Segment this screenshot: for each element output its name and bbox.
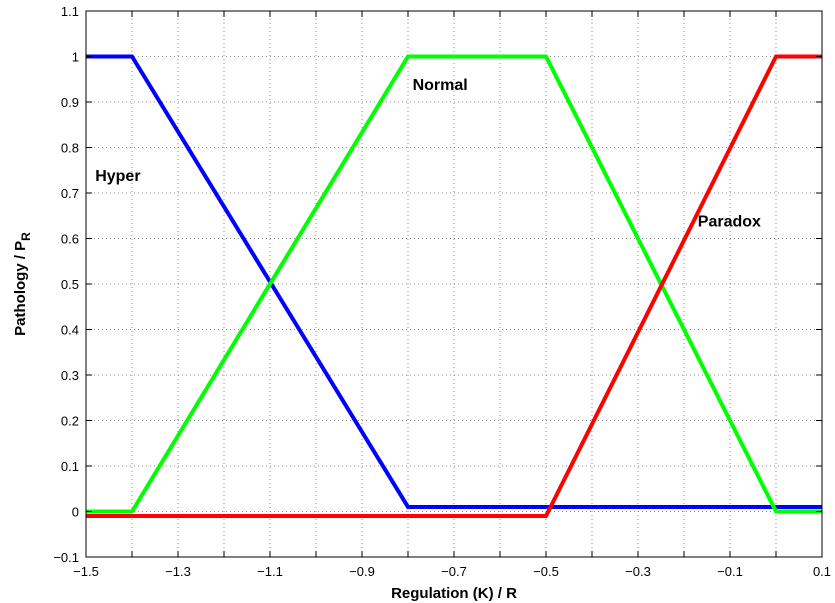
y-tick-label: 1.1: [61, 4, 79, 19]
series-lines: [86, 54, 822, 519]
x-tick-label: −1.3: [165, 564, 191, 579]
y-axis-title-main: Pathology / P: [12, 241, 29, 336]
annotation-hyper: Hyper: [95, 168, 140, 185]
y-axis-title-subscript: R: [19, 232, 33, 241]
x-tick-label: 0.1: [813, 564, 831, 579]
x-tick-label: −0.7: [441, 564, 467, 579]
y-tick-label: 0.6: [61, 232, 79, 247]
red-series-line: [86, 54, 822, 519]
x-tick-label: −1.5: [73, 564, 99, 579]
green-series-line: [86, 54, 822, 514]
x-tick-label: −0.3: [625, 564, 651, 579]
annotation-normal: Normal: [413, 77, 468, 94]
y-tick-label: 0.5: [61, 277, 79, 292]
y-tick-label: 0: [72, 505, 79, 520]
annotation-paradox: Paradox: [698, 213, 761, 230]
y-tick-label: 0.2: [61, 414, 79, 429]
x-axis-title: Regulation (K) / R: [391, 585, 517, 602]
x-tick-label: −0.5: [533, 564, 559, 579]
x-tick-label: −0.9: [349, 564, 375, 579]
tick-marks: [85, 10, 823, 558]
annotations: Hyper Normal Paradox: [95, 77, 761, 231]
y-tick-labels: −0.1 0 0.1 0.2 0.3 0.4 0.5 0.6 0.7 0.8 0.9 1 1.1: [53, 4, 79, 565]
x-tick-label: −1.1: [257, 564, 283, 579]
y-tick-label: −0.1: [53, 550, 79, 565]
y-tick-label: 0.3: [61, 368, 79, 383]
y-tick-label: 0.4: [61, 323, 79, 338]
y-tick-label: 0.9: [61, 95, 79, 110]
y-tick-label: 0.7: [61, 186, 79, 201]
y-axis-title: Pathology / PR: [12, 232, 33, 336]
x-tick-labels: −1.5 −1.3 −1.1 −0.9 −0.7 −0.5 −0.3 −0.1 0.1: [73, 564, 831, 579]
x-tick-label: −0.1: [717, 564, 743, 579]
y-tick-label: 1: [72, 50, 79, 65]
y-tick-label: 0.1: [61, 459, 79, 474]
y-tick-label: 0.8: [61, 141, 79, 156]
